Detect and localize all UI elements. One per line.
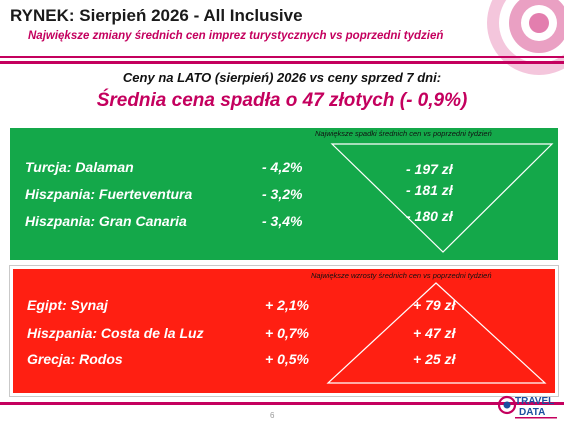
decreases-note: Największe spadki średnich cen vs poprze… [315,129,492,138]
decrease-amount: - 197 zł [406,161,453,177]
logo-line1: TRAVEL [515,396,554,407]
increase-destination: Egipt: Synaj [27,297,108,313]
increase-amount: + 79 zł [413,297,456,313]
decrease-percent: - 3,4% [262,213,303,229]
page-subtitle: Największe zmiany średnich cen imprez tu… [28,30,444,42]
page-number: 6 [270,411,275,420]
decreases-panel: Największe spadki średnich cen vs poprze… [10,128,558,260]
decrease-percent: - 4,2% [262,159,303,175]
page-title: RYNEK: Sierpień 2026 - All Inclusive [10,6,303,25]
increases-panel: Największe wzrosty średnich cen vs poprz… [9,265,559,397]
comparison-intro: Ceny na LATO (sierpień) 2026 vs ceny spr… [122,70,442,85]
down-triangle-icon [330,143,554,253]
average-price-headline: Średnia cena spadła o 47 złotych (- 0,9%… [96,90,468,111]
increase-amount: + 25 zł [413,351,456,367]
up-triangle-icon [326,282,547,384]
header-divider [0,56,564,58]
increase-destination: Hiszpania: Costa de la Luz [27,325,204,341]
increase-amount: + 47 zł [413,325,456,341]
footer-divider [0,402,564,405]
decrease-destination: Hiszpania: Fuerteventura [25,186,193,202]
increase-percent: + 0,7% [265,325,309,341]
decrease-amount: - 181 zł [406,182,453,198]
header-divider-thick [0,61,564,64]
increase-destination: Grecja: Rodos [27,351,123,367]
decrease-percent: - 3,2% [262,186,303,202]
decrease-amount: - 180 zł [406,208,453,224]
decorative-circles [487,0,564,75]
travel-data-logo: TRAVEL DATA [498,395,557,419]
increases-note: Największe wzrosty średnich cen vs poprz… [311,271,492,280]
increase-percent: + 0,5% [265,351,309,367]
logo-line2: DATA [519,407,545,418]
increase-percent: + 2,1% [265,297,309,313]
decrease-destination: Turcja: Dalaman [25,159,134,175]
decrease-destination: Hiszpania: Gran Canaria [25,213,187,229]
